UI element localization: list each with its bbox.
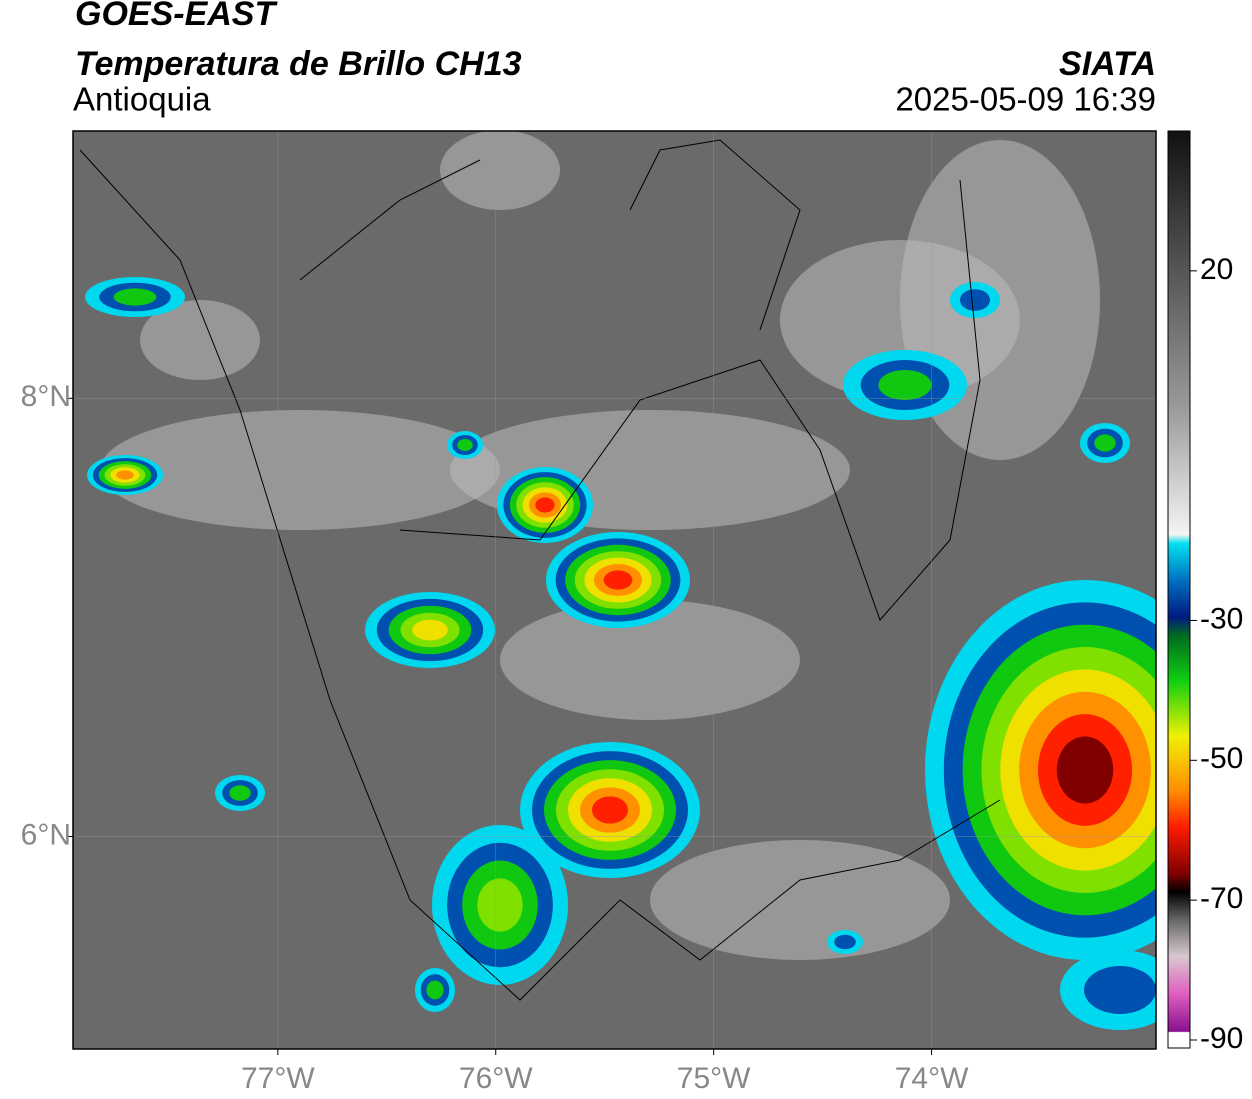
cloud-top [535,497,555,513]
cloud-haze [650,840,950,960]
cloud-top [457,439,473,451]
cloud-top [426,980,444,1000]
x-tick-label: 74°W [895,1062,969,1095]
cloud-top [878,370,932,400]
cloud-top [592,796,628,824]
cloud-top [229,785,251,801]
cloud-top [1084,966,1156,1014]
title: GOES-EAST [75,0,278,33]
colorbar-tick-label: 20 [1200,253,1233,286]
map-frame [72,130,1157,1050]
boundary [79,139,1001,1001]
colorbar-tick-label: -90 [1200,1022,1243,1055]
cloud-top [603,570,633,590]
colorbar-tick-label: -30 [1200,602,1243,635]
cloud-top [960,289,990,311]
cloud-top [1056,736,1114,804]
cloud-top [116,470,134,480]
colorbar-tick-label: -70 [1200,882,1243,915]
cloud-haze [500,600,800,720]
cloud-top [834,934,856,950]
cloud-top [1094,434,1116,452]
colorbar-tick-label: -50 [1200,742,1243,775]
satellite-image [73,131,1156,1049]
datetime: 2025-05-09 16:39 [895,81,1156,118]
cloud-top [113,288,157,306]
y-tick-label: 8°N [21,380,71,413]
cloud-haze [140,300,260,380]
region: Antioquia [73,81,211,118]
cloud-haze [100,410,500,530]
cloud-top [412,619,448,641]
source: SIATA [1059,45,1156,83]
subtitle: Temperatura de Brillo CH13 [75,45,522,83]
x-tick-label: 75°W [677,1062,751,1095]
colorbar [1167,130,1191,1049]
x-tick-label: 77°W [241,1062,315,1095]
y-tick-label: 6°N [21,818,71,851]
cloud-haze [440,131,560,210]
x-tick-label: 76°W [459,1062,533,1095]
cloud-top [477,878,523,932]
